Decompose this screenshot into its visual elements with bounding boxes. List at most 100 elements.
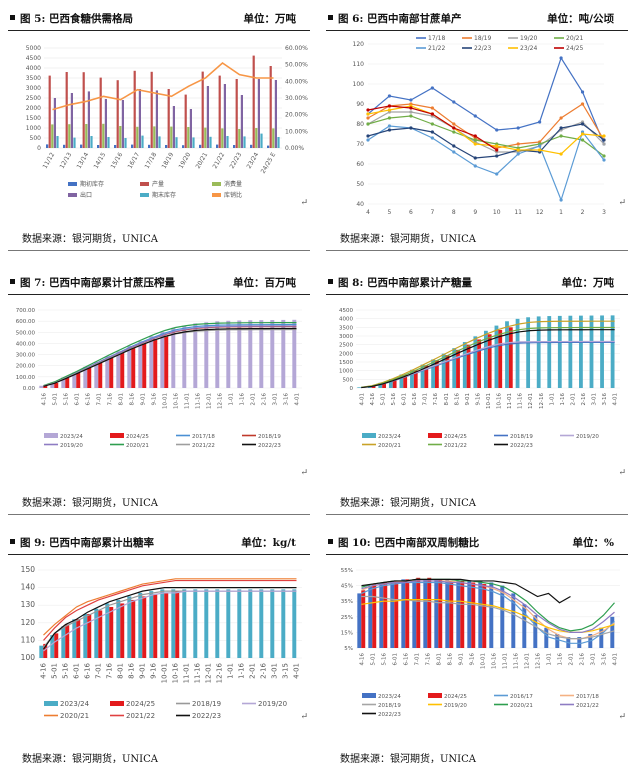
x-tick-label: 6-01 <box>75 393 81 405</box>
x-tick-label: 8-01 <box>117 663 125 679</box>
legend-label: 24/25 <box>566 45 583 52</box>
figure-8-panel: 图 8: 巴西中南部累计产糖量 单位：万吨 0 500 1000 1500 2000 25… <box>326 272 628 518</box>
data-point <box>559 126 563 130</box>
bar <box>505 321 509 388</box>
data-point <box>452 150 456 154</box>
y-tick-label: 40 <box>356 201 364 208</box>
figure-title: 图 7: 巴西中南部累计甘蔗压榨量 <box>20 277 175 289</box>
legend-label: 2024/25 <box>444 434 467 440</box>
figure-6-panel: 图 6: 巴西中南部甘蔗单产 单位：吨/公顷 40 50 60 70 80 90 100 11… <box>326 8 628 254</box>
figure-header: 图 5: 巴西食糖供需格局 单位：万吨 <box>8 8 310 31</box>
bar <box>424 365 429 388</box>
bar <box>99 77 102 148</box>
legend-label: 期初库存 <box>80 180 104 188</box>
bar <box>187 127 190 148</box>
x-tick-label: 5-16 <box>62 662 70 678</box>
data-point <box>387 128 392 132</box>
bar <box>579 315 583 388</box>
bar <box>610 315 615 388</box>
x-tick-label: 1-01 <box>227 663 235 679</box>
series-line <box>43 578 297 636</box>
y-tick-label: 80 <box>356 121 364 128</box>
y-tick-label: 100 <box>353 81 365 88</box>
bar <box>116 351 121 388</box>
data-point <box>495 148 499 152</box>
data-point <box>580 122 585 126</box>
bar <box>105 356 110 388</box>
legend-label: 2017/18 <box>192 434 215 440</box>
x-tick-label: 5-16 <box>382 653 388 666</box>
bar <box>72 619 77 658</box>
bar <box>392 379 397 388</box>
bar <box>124 138 127 148</box>
x-tick-label: 3-15 <box>282 663 290 679</box>
bar <box>65 624 70 658</box>
bar <box>368 585 373 648</box>
x-tick-label: 17/18 <box>144 151 159 170</box>
data-point <box>602 158 606 162</box>
x-tick-label: 4-16 <box>370 393 376 406</box>
x-tick-label: 18/19 <box>161 151 176 170</box>
y-tick-label: 55% <box>341 568 353 574</box>
y-tick-label: 110 <box>353 61 365 68</box>
data-point <box>516 148 520 152</box>
x-tick-label: 3-16 <box>284 393 290 406</box>
x-tick-label: 12-01 <box>205 663 213 683</box>
bar <box>557 315 562 388</box>
bar <box>252 55 255 148</box>
y-tick-label: 3500 <box>339 325 353 331</box>
bar <box>76 372 81 388</box>
bottom-rule <box>326 250 628 251</box>
bar <box>80 144 83 148</box>
bar <box>87 614 92 658</box>
bar <box>204 322 209 388</box>
x-tick-label: 23/24 <box>246 151 261 170</box>
data-point <box>366 138 370 142</box>
bar <box>76 619 81 658</box>
bottom-rule <box>8 250 310 251</box>
x-tick-label: 5-01 <box>371 653 377 665</box>
bar <box>51 124 54 148</box>
bar <box>412 579 417 648</box>
series-line <box>43 590 297 652</box>
data-point <box>538 144 542 148</box>
legend-label: 2024/25 <box>444 694 467 700</box>
bar <box>94 608 99 658</box>
y-tick-label: 110 <box>21 635 36 644</box>
bar <box>107 137 110 148</box>
x-tick-label: 10-16 <box>492 653 498 669</box>
y-tick-label: 3500 <box>26 75 41 82</box>
y-tick-label: 120 <box>353 41 365 48</box>
legend-label: 2017/18 <box>576 694 599 700</box>
series-line <box>367 105 605 155</box>
bar <box>171 327 176 388</box>
bar <box>452 348 457 388</box>
x-tick-label: 9-01 <box>459 653 465 665</box>
legend-label: 2023/24 <box>60 434 83 440</box>
x-tick-label: 2-16 <box>581 393 587 406</box>
bar <box>182 145 185 148</box>
x-tick-label: 4-01 <box>613 653 619 665</box>
bar <box>43 385 48 388</box>
bar <box>371 386 376 388</box>
bar <box>568 315 573 388</box>
bar <box>63 144 66 148</box>
bullet-square-icon <box>328 539 333 544</box>
x-tick-label: 6-16 <box>86 393 92 406</box>
bullet-square-icon <box>10 539 15 544</box>
bar <box>193 323 198 388</box>
x-tick-label: 14/15 <box>93 151 108 170</box>
bar <box>218 75 221 148</box>
bar <box>136 126 139 148</box>
legend-swatch <box>362 433 376 438</box>
bar <box>170 126 173 148</box>
legend-label: 2022/23 <box>258 443 281 449</box>
bar <box>182 589 187 658</box>
bar <box>515 318 520 388</box>
legend-label: 2019/20 <box>444 703 467 709</box>
x-tick-label: 4-16 <box>40 662 48 678</box>
bar <box>97 145 100 148</box>
bar <box>431 359 435 388</box>
y-tick-label: 35% <box>341 599 353 605</box>
